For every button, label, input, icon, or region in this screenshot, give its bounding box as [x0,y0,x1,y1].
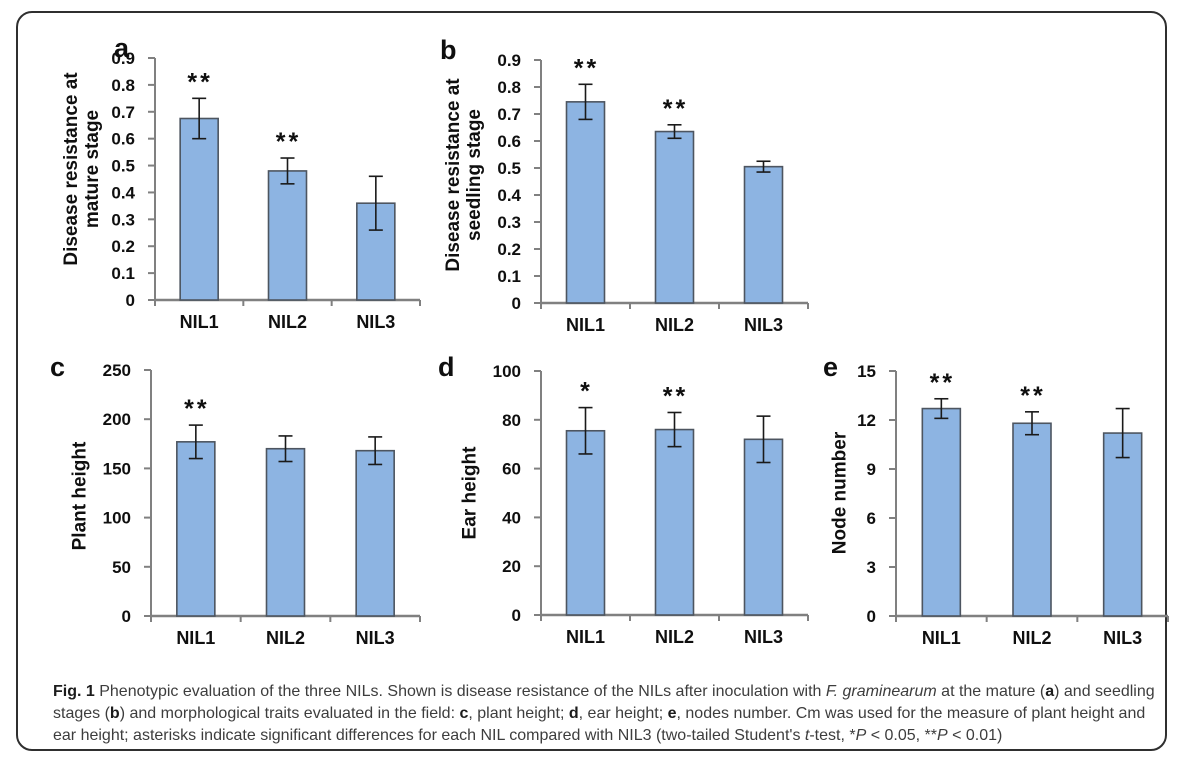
bar-d-NIL2 [654,428,695,616]
category-label-NIL3: NIL3 [744,315,783,335]
y-tick-label-0.8: 0.8 [111,76,135,95]
y-tick-label-0: 0 [867,607,876,626]
bar-c-NIL1 [176,441,216,617]
y-tick-label-0.4: 0.4 [497,186,521,205]
panel-letter-b: b [440,35,457,65]
y-tick-label-0.2: 0.2 [497,240,521,259]
y-tick-label-20: 20 [502,557,521,576]
panel-c: c Plant height 0 50 100 150 200 250 ** NIL1 NIL2… [38,352,438,653]
y-tick-label-100: 100 [493,362,521,381]
y-tick-label-40: 40 [502,508,521,527]
y-tick-label-0: 0 [512,606,521,625]
y-tick-label-0.7: 0.7 [111,103,135,122]
y-tick-label-150: 150 [103,459,131,478]
significance-b-NIL1: ** [574,54,599,82]
plot-d: 0 20 40 60 80 100 * NIL1 ** NIL2 NIL3 [493,362,809,647]
plot-a: 0 0.1 0.2 0.3 0.4 0.5 0.6 0.7 0.8 0.9 ** NIL1 ** NIL2… [111,49,421,332]
y-tick-label-250: 250 [103,361,131,380]
panel-a: a Disease resistance at mature stage 0 0.… [38,33,438,349]
y-tick-label-0.4: 0.4 [111,183,135,202]
category-label-NIL1: NIL1 [176,628,215,648]
bar-a-NIL1 [179,117,219,301]
panel-letter-d: d [438,352,455,382]
category-label-NIL3: NIL3 [1103,628,1142,648]
y-tick-label-0.5: 0.5 [111,157,135,176]
panel-letter-e: e [823,352,839,382]
significance-b-NIL2: ** [663,95,688,123]
category-label-NIL1: NIL1 [180,312,219,332]
y-tick-label-0: 0 [512,294,521,313]
y-tick-label-50: 50 [112,558,131,577]
y-tick-label-100: 100 [103,509,131,528]
bar-d-NIL1 [565,429,606,616]
y-tick-label-0.2: 0.2 [111,237,135,256]
category-label-NIL3: NIL3 [356,312,395,332]
category-label-NIL3: NIL3 [744,627,783,647]
category-label-NIL1: NIL1 [566,627,605,647]
y-tick-label-0.6: 0.6 [497,132,521,151]
figure-caption: Fig. 1 Phenotypic evaluation of the thre… [53,683,1155,744]
significance-a-NIL2: ** [276,128,301,156]
figure-card: a Disease resistance at mature stage 0 0.… [16,11,1169,751]
bar-e-NIL3 [1102,432,1143,617]
y-tick-label-0.3: 0.3 [497,213,521,232]
category-label-NIL2: NIL2 [268,312,307,332]
y-tick-label-0.7: 0.7 [497,105,521,124]
panel-letter-a: a [114,33,130,63]
y-tick-label-0: 0 [122,607,131,626]
category-label-NIL1: NIL1 [922,628,961,648]
significance-d-NIL2: ** [663,382,688,410]
y-tick-label-15: 15 [857,362,876,381]
y-tick-label-0.8: 0.8 [497,78,521,97]
category-label-NIL3: NIL3 [356,628,395,648]
significance-d-NIL1: * [580,378,593,406]
significance-a-NIL1: ** [187,68,212,96]
plot-c: 0 50 100 150 200 250 ** NIL1 NIL2 NIL3 [103,361,421,648]
bar-a-NIL2 [267,170,308,301]
category-label-NIL2: NIL2 [266,628,305,648]
category-label-NIL2: NIL2 [655,315,694,335]
bar-b-NIL1 [565,101,606,304]
significance-e-NIL1: ** [930,369,955,397]
y-tick-label-0.9: 0.9 [497,51,521,70]
category-label-NIL2: NIL2 [1012,628,1051,648]
y-tick-label-60: 60 [502,460,521,479]
y-tick-label-3: 3 [867,558,876,577]
y-tick-label-0.5: 0.5 [497,159,521,178]
bar-c-NIL2 [265,447,306,617]
bar-b-NIL3 [743,165,784,304]
y-tick-label-0.6: 0.6 [111,130,135,149]
y-tick-label-0.1: 0.1 [497,267,521,286]
bar-b-NIL2 [654,130,695,304]
y-tick-label-0.9: 0.9 [111,49,135,68]
panel-e: e Node number 0 3 6 9 12 15 ** NIL1 ** NIL2 NIL3 [813,352,1180,653]
bar-e-NIL1 [921,407,962,617]
panel-d: d Ear height 0 20 40 60 80 100 * NIL1 ** NIL2 NIL3 [426,352,821,653]
category-label-NIL2: NIL2 [655,627,694,647]
significance-e-NIL2: ** [1020,382,1045,410]
category-label-NIL1: NIL1 [566,315,605,335]
y-tick-label-0.1: 0.1 [111,264,135,283]
panel-b: b Disease resistance at seedling stage 0… [426,33,821,349]
y-tick-label-0: 0 [126,291,135,310]
y-tick-label-9: 9 [867,460,876,479]
bar-d-NIL3 [743,438,784,616]
y-tick-label-12: 12 [857,411,876,430]
y-tick-label-80: 80 [502,411,521,430]
y-tick-label-6: 6 [867,509,876,528]
significance-c-NIL1: ** [184,395,209,423]
y-tick-label-200: 200 [103,410,131,429]
y-tick-label-0.3: 0.3 [111,210,135,229]
bar-e-NIL2 [1012,422,1052,617]
bar-c-NIL3 [355,449,395,617]
panel-letter-c: c [50,352,66,382]
plot-e: 0 3 6 9 12 15 ** NIL1 ** NIL2 NIL3 [857,362,1169,648]
plot-b: 0 0.1 0.2 0.3 0.4 0.5 0.6 0.7 0.8 0.9 ** NIL1 ** NIL2… [497,51,809,335]
